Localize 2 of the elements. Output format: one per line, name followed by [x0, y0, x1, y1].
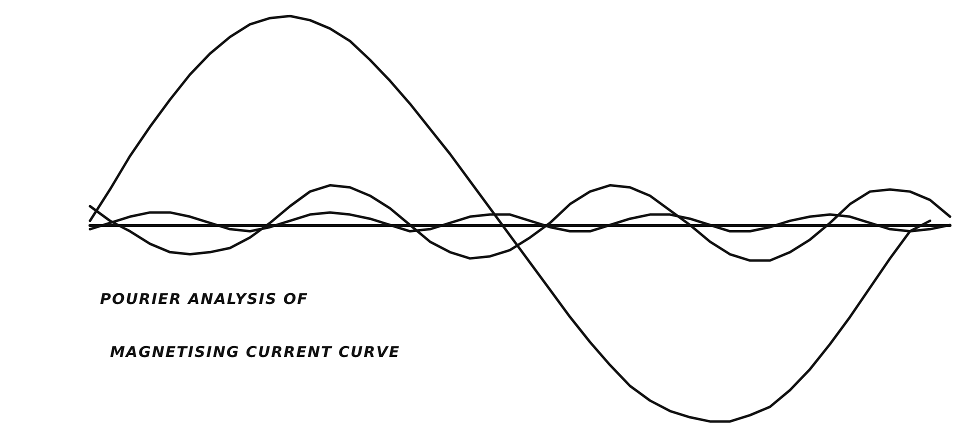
annotation: POURIER ANALYSIS OF	[100, 290, 308, 308]
annotation: MAGNETISING CURRENT CURVE	[110, 343, 400, 361]
